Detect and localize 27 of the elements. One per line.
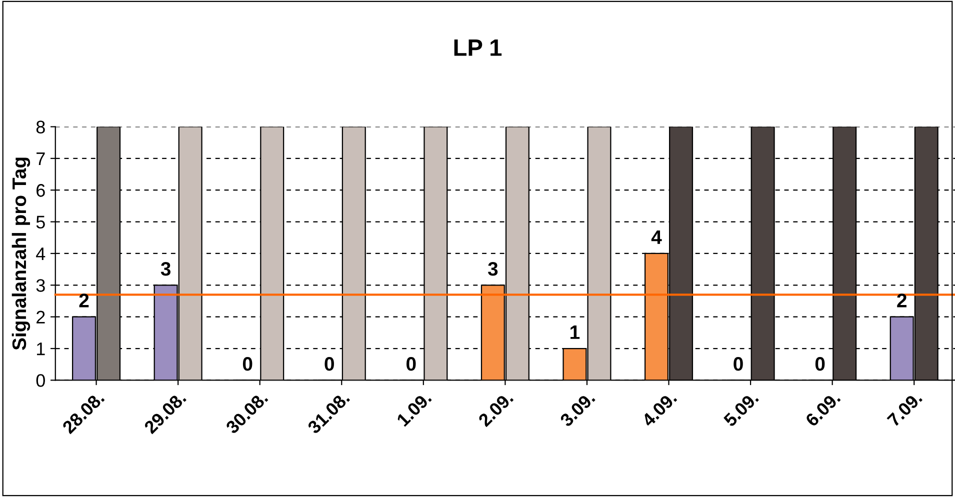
data-label: 4: [651, 230, 662, 244]
y-tick-label: 5: [36, 216, 45, 229]
y-tick-label: 7: [36, 152, 45, 165]
data-label: 0: [734, 357, 743, 371]
x-tick-label: 4.09.: [640, 391, 678, 428]
y-tick-label: 8: [36, 120, 45, 134]
x-tick-label: 3.09.: [559, 391, 596, 428]
data-label: 2: [79, 294, 89, 308]
data-label: 1: [570, 326, 580, 339]
y-tick-label: 3: [36, 279, 45, 292]
x-tick-label: 7.09.: [886, 391, 923, 428]
y-axis-title: Signalanzahl pro Tag: [12, 158, 30, 350]
x-tick-label: 5.09.: [722, 391, 760, 428]
data-label: 0: [242, 357, 252, 371]
y-tick-label: 4: [36, 248, 46, 260]
chart-title: LP 1: [454, 40, 502, 56]
data-label: 0: [324, 357, 334, 371]
data-label: 3: [160, 262, 170, 276]
y-tick-label: 1: [37, 342, 45, 356]
x-tick-label: 6.09.: [804, 391, 841, 428]
data-label: 0: [406, 357, 416, 371]
y-tick-label: 6: [36, 184, 45, 197]
data-label: 0: [815, 357, 825, 371]
data-label: 2: [897, 294, 906, 308]
y-tick-label: 2: [36, 310, 45, 324]
y-tick-label: 0: [36, 374, 45, 387]
data-label: 3: [488, 262, 498, 276]
